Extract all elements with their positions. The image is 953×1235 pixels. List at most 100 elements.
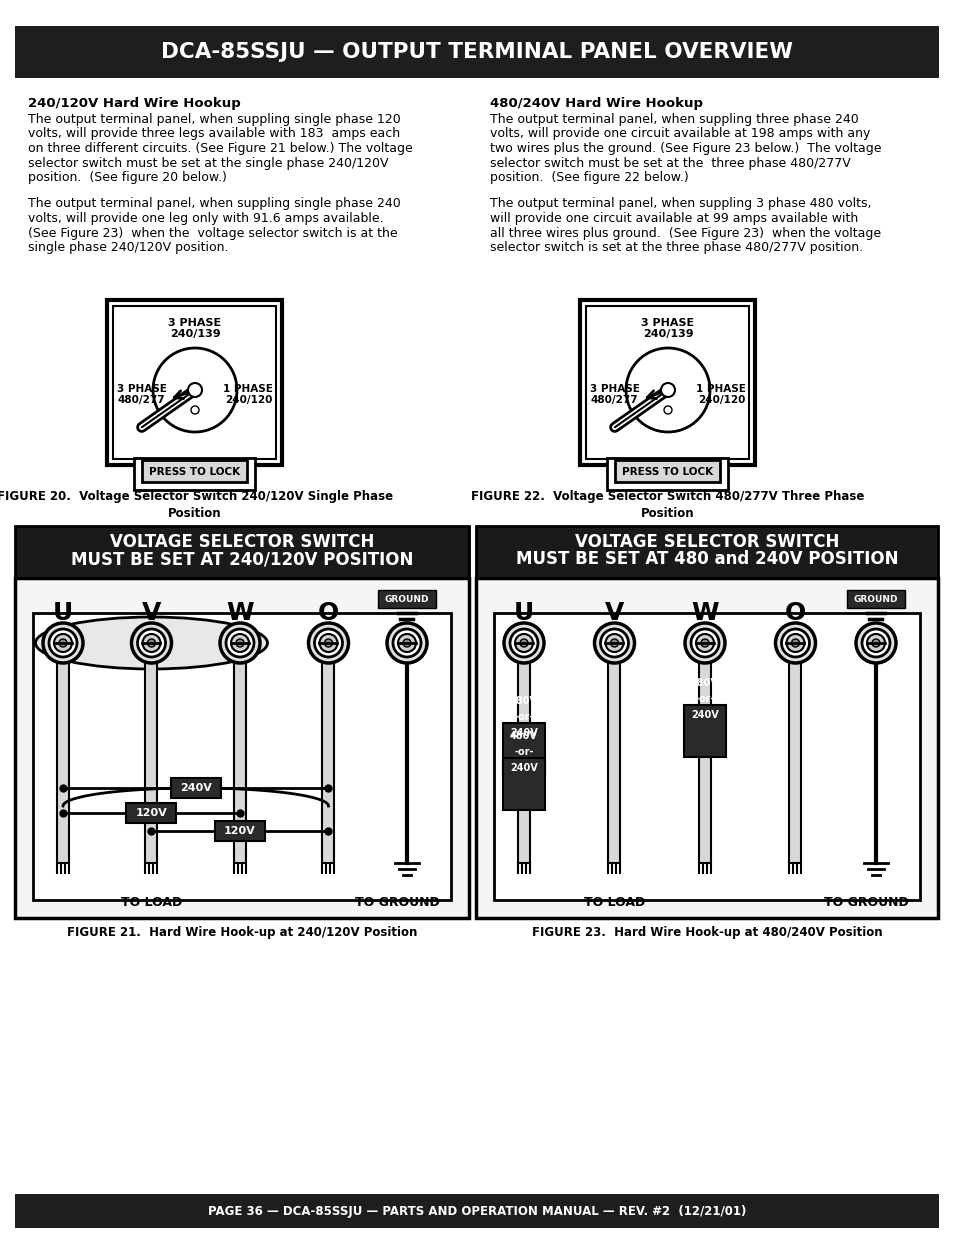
Text: U: U bbox=[52, 601, 73, 625]
Circle shape bbox=[314, 629, 342, 657]
Text: -or-: -or- bbox=[695, 694, 714, 704]
Text: V: V bbox=[142, 601, 161, 625]
Text: single phase 240/120V position.: single phase 240/120V position. bbox=[28, 241, 229, 254]
Ellipse shape bbox=[35, 618, 267, 669]
FancyBboxPatch shape bbox=[233, 663, 246, 863]
Text: selector switch must be set at the  three phase 480/277V: selector switch must be set at the three… bbox=[490, 157, 850, 169]
FancyBboxPatch shape bbox=[476, 526, 937, 578]
Text: 480V: 480V bbox=[510, 697, 537, 706]
FancyBboxPatch shape bbox=[15, 526, 469, 578]
Text: V: V bbox=[604, 601, 623, 625]
Text: 120V: 120V bbox=[135, 808, 167, 818]
Text: volts, will provide one leg only with 91.6 amps available.: volts, will provide one leg only with 91… bbox=[28, 212, 383, 225]
Text: 3 PHASE: 3 PHASE bbox=[640, 317, 694, 329]
Text: 240/120V Hard Wire Hookup: 240/120V Hard Wire Hookup bbox=[28, 98, 240, 110]
Text: (See Figure 23)  when the  voltage selector switch is at the: (See Figure 23) when the voltage selecto… bbox=[28, 226, 397, 240]
Circle shape bbox=[191, 406, 199, 414]
Text: two wires plus the ground. (See Figure 23 below.)  The voltage: two wires plus the ground. (See Figure 2… bbox=[490, 142, 881, 156]
Circle shape bbox=[791, 638, 799, 647]
Text: 120V: 120V bbox=[224, 826, 255, 836]
Text: TO GROUND: TO GROUND bbox=[822, 897, 907, 909]
Circle shape bbox=[397, 634, 416, 652]
Text: DCA-85SSJU — OUTPUT TERMINAL PANEL OVERVIEW: DCA-85SSJU — OUTPUT TERMINAL PANEL OVERV… bbox=[161, 42, 792, 62]
FancyBboxPatch shape bbox=[15, 578, 469, 918]
Circle shape bbox=[402, 638, 411, 647]
Text: The output terminal panel, when suppling single phase 240: The output terminal panel, when suppling… bbox=[28, 198, 400, 210]
Circle shape bbox=[49, 629, 77, 657]
Circle shape bbox=[308, 622, 348, 663]
FancyBboxPatch shape bbox=[586, 306, 749, 459]
Circle shape bbox=[152, 348, 236, 432]
Text: 480/277: 480/277 bbox=[117, 394, 165, 405]
Text: all three wires plus ground.  (See Figure 23)  when the voltage: all three wires plus ground. (See Figure… bbox=[490, 226, 881, 240]
Circle shape bbox=[871, 638, 879, 647]
Text: W: W bbox=[691, 601, 718, 625]
Text: 240V: 240V bbox=[510, 763, 537, 773]
FancyBboxPatch shape bbox=[171, 778, 220, 798]
Circle shape bbox=[866, 634, 884, 652]
FancyBboxPatch shape bbox=[214, 821, 265, 841]
Circle shape bbox=[220, 622, 260, 663]
Text: PRESS TO LOCK: PRESS TO LOCK bbox=[150, 467, 240, 477]
Text: 240V: 240V bbox=[179, 783, 212, 793]
FancyBboxPatch shape bbox=[142, 459, 247, 482]
Text: position.  (See figure 22 below.): position. (See figure 22 below.) bbox=[490, 170, 688, 184]
Circle shape bbox=[231, 634, 249, 652]
Circle shape bbox=[54, 634, 71, 652]
Circle shape bbox=[855, 622, 895, 663]
Text: 1 PHASE: 1 PHASE bbox=[222, 384, 273, 394]
Text: 3 PHASE: 3 PHASE bbox=[117, 384, 167, 394]
Text: FIGURE 20.  Voltage Selector Switch 240/120V Single Phase
Position: FIGURE 20. Voltage Selector Switch 240/1… bbox=[0, 490, 393, 520]
Circle shape bbox=[43, 622, 83, 663]
Text: volts, will provide one circuit available at 198 amps with any: volts, will provide one circuit availabl… bbox=[490, 127, 869, 141]
Circle shape bbox=[235, 638, 244, 647]
Circle shape bbox=[862, 629, 889, 657]
Circle shape bbox=[519, 638, 527, 647]
FancyBboxPatch shape bbox=[502, 722, 544, 776]
Circle shape bbox=[324, 638, 333, 647]
Text: position.  (See figure 20 below.): position. (See figure 20 below.) bbox=[28, 170, 227, 184]
FancyBboxPatch shape bbox=[57, 663, 69, 863]
FancyBboxPatch shape bbox=[15, 1194, 938, 1228]
FancyBboxPatch shape bbox=[108, 300, 282, 466]
Text: FIGURE 21.  Hard Wire Hook-up at 240/120V Position: FIGURE 21. Hard Wire Hook-up at 240/120V… bbox=[67, 926, 416, 939]
FancyBboxPatch shape bbox=[33, 613, 451, 900]
Text: PAGE 36 — DCA-85SSJU — PARTS AND OPERATION MANUAL — REV. #2  (12/21/01): PAGE 36 — DCA-85SSJU — PARTS AND OPERATI… bbox=[208, 1204, 745, 1218]
Text: U: U bbox=[514, 601, 534, 625]
FancyBboxPatch shape bbox=[322, 663, 335, 863]
Text: O: O bbox=[784, 601, 805, 625]
Text: 240V: 240V bbox=[690, 710, 719, 720]
Text: volts, will provide three legs available with 183  amps each: volts, will provide three legs available… bbox=[28, 127, 399, 141]
FancyBboxPatch shape bbox=[579, 300, 755, 466]
Circle shape bbox=[59, 638, 67, 647]
FancyBboxPatch shape bbox=[789, 663, 801, 863]
FancyBboxPatch shape bbox=[476, 578, 937, 918]
FancyBboxPatch shape bbox=[502, 758, 544, 810]
FancyBboxPatch shape bbox=[113, 306, 276, 459]
Text: MUST BE SET AT 480 and 240V POSITION: MUST BE SET AT 480 and 240V POSITION bbox=[516, 550, 898, 568]
Text: 3 PHASE: 3 PHASE bbox=[169, 317, 221, 329]
Text: 3 PHASE: 3 PHASE bbox=[590, 384, 639, 394]
Circle shape bbox=[684, 622, 724, 663]
Text: GROUND: GROUND bbox=[384, 594, 429, 604]
Text: TO LOAD: TO LOAD bbox=[121, 897, 182, 909]
Text: 1 PHASE: 1 PHASE bbox=[695, 384, 744, 394]
Circle shape bbox=[137, 629, 165, 657]
Circle shape bbox=[132, 622, 172, 663]
Circle shape bbox=[148, 638, 155, 647]
Text: 480V: 480V bbox=[690, 678, 719, 688]
Text: VOLTAGE SELECTOR SWITCH: VOLTAGE SELECTOR SWITCH bbox=[575, 534, 839, 551]
Text: -or-: -or- bbox=[514, 747, 533, 757]
Circle shape bbox=[700, 638, 708, 647]
Text: TO LOAD: TO LOAD bbox=[583, 897, 644, 909]
FancyBboxPatch shape bbox=[683, 705, 725, 757]
Text: VOLTAGE SELECTOR SWITCH: VOLTAGE SELECTOR SWITCH bbox=[110, 534, 374, 551]
FancyBboxPatch shape bbox=[377, 590, 436, 608]
Text: on three different circuits. (See Figure 21 below.) The voltage: on three different circuits. (See Figure… bbox=[28, 142, 413, 156]
Text: selector switch must be set at the single phase 240/120V: selector switch must be set at the singl… bbox=[28, 157, 388, 169]
Circle shape bbox=[625, 348, 709, 432]
Circle shape bbox=[599, 629, 628, 657]
Text: The output terminal panel, when suppling 3 phase 480 volts,: The output terminal panel, when suppling… bbox=[490, 198, 871, 210]
Circle shape bbox=[610, 638, 618, 647]
Text: The output terminal panel, when suppling three phase 240: The output terminal panel, when suppling… bbox=[490, 112, 858, 126]
